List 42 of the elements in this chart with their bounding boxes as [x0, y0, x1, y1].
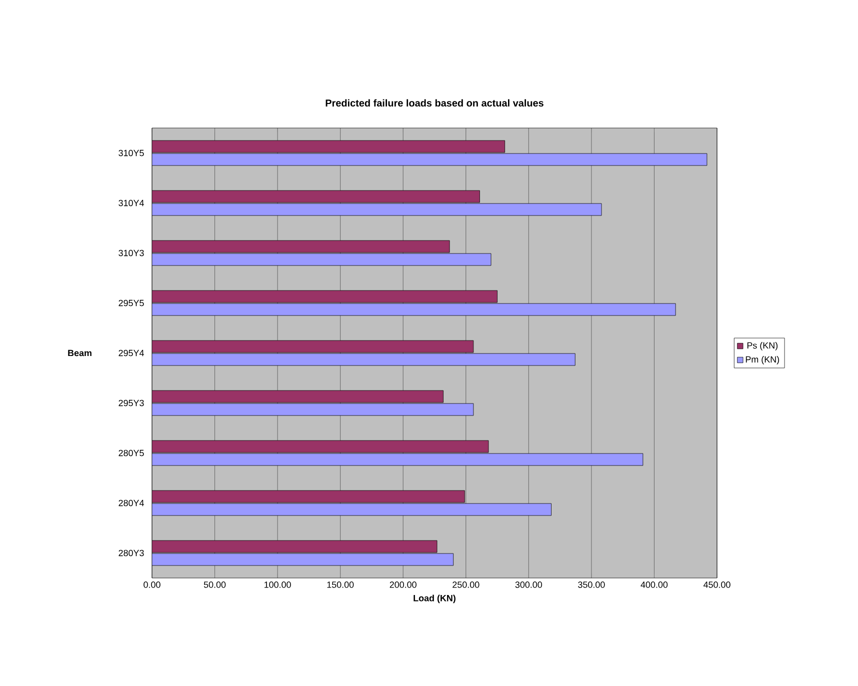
y-tick-label: 280Y4 [118, 500, 144, 506]
y-tick-label: 310Y3 [118, 250, 144, 256]
bar [152, 503, 552, 516]
y-tick-label: 295Y3 [118, 400, 144, 406]
y-axis-title: Beam [68, 350, 92, 356]
y-tick-label: 310Y5 [118, 150, 144, 156]
bar [152, 153, 708, 166]
bar [152, 540, 438, 553]
y-tick-label: 310Y4 [118, 200, 144, 206]
bar [152, 453, 644, 466]
bar [152, 253, 492, 266]
bar [152, 240, 450, 253]
bar [152, 553, 454, 566]
bar [152, 303, 676, 316]
y-tick-label: 280Y5 [118, 450, 144, 456]
chart-title: Predicted failure loads based on actual values [326, 99, 544, 107]
x-tick-label: 100.00 [264, 582, 291, 588]
x-tick-label: 300.00 [515, 582, 542, 588]
legend-label: Pm (KN) [746, 356, 780, 364]
bar [152, 490, 465, 503]
y-tick-label: 295Y5 [118, 300, 144, 306]
bar [152, 140, 506, 153]
x-tick-label: 350.00 [578, 582, 605, 588]
x-tick-label: 450.00 [703, 582, 730, 588]
bar [152, 353, 576, 366]
bar [152, 390, 444, 403]
x-axis-title: Load (KN) [414, 594, 456, 604]
x-tick-label: 0.00 [144, 582, 160, 588]
bar [152, 190, 480, 203]
bar [152, 403, 474, 416]
bar [152, 203, 602, 216]
x-tick-label: 150.00 [327, 582, 354, 588]
x-tick-label: 400.00 [640, 582, 668, 588]
legend-label: Ps (KN) [747, 342, 778, 350]
x-tick-label: 50.00 [204, 582, 226, 588]
x-tick-label: 250.00 [452, 582, 480, 588]
bar [152, 340, 474, 353]
bar [152, 290, 498, 303]
y-tick-label: 280Y3 [118, 550, 144, 556]
x-tick-label: 200.00 [390, 582, 416, 588]
bar [152, 440, 489, 453]
y-tick-label: 295Y4 [118, 350, 144, 356]
